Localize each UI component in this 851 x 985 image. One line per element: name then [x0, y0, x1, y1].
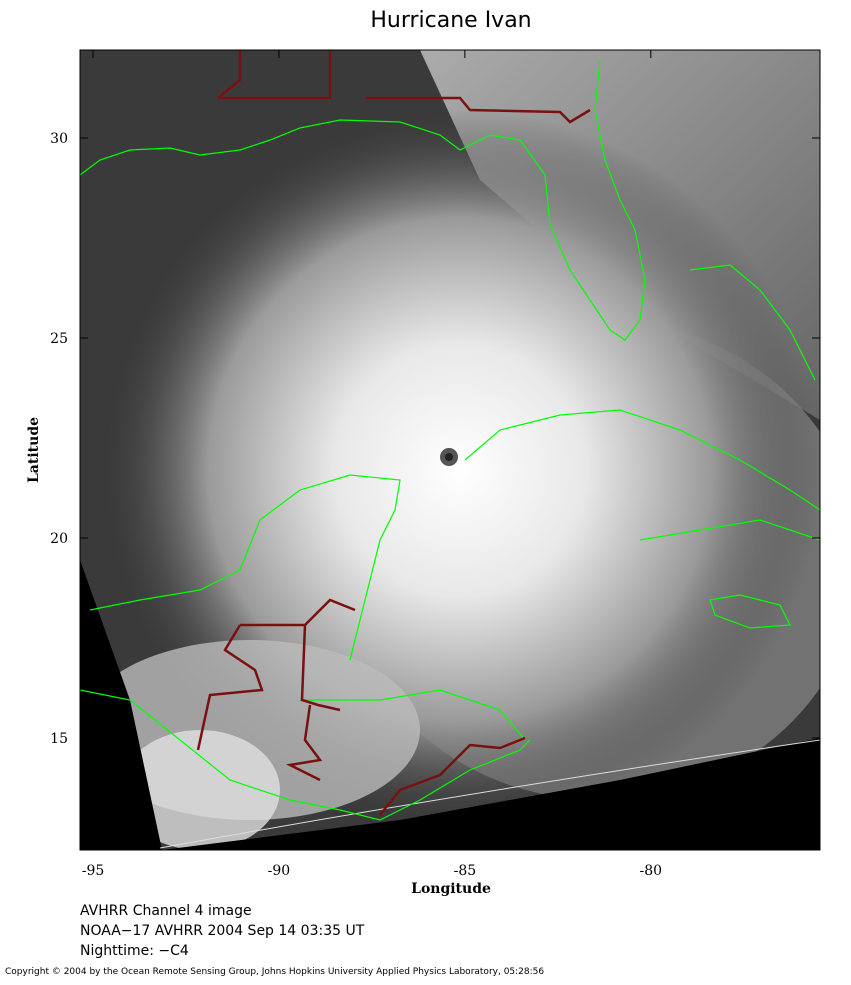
caption-line: AVHRR Channel 4 image [80, 903, 252, 919]
y-axis-label: Latitude [26, 417, 42, 483]
satellite-image [80, 50, 820, 850]
y-tick-label: 30 [50, 131, 68, 147]
x-tick-label: -95 [82, 863, 105, 879]
plot-frame [79, 49, 821, 851]
x-axis-label: Longitude [411, 881, 491, 897]
caption-line: Nighttime: −C4 [80, 943, 189, 959]
captions: AVHRR Channel 4 image NOAA−17 AVHRR 2004 … [80, 903, 365, 959]
y-tick-label: 25 [50, 331, 68, 347]
map-title: Hurricane Ivan [370, 8, 531, 33]
x-tick-label: -90 [268, 863, 291, 879]
y-tick-label: 20 [50, 531, 68, 547]
caption-line: NOAA−17 AVHRR 2004 Sep 14 03:35 UT [80, 923, 365, 939]
y-tick-label: 15 [50, 731, 68, 747]
copyright: Copyright © 2004 by the Ocean Remote Sen… [5, 967, 544, 977]
x-tick-label: -85 [454, 863, 477, 879]
x-tick-label: -80 [640, 863, 663, 879]
